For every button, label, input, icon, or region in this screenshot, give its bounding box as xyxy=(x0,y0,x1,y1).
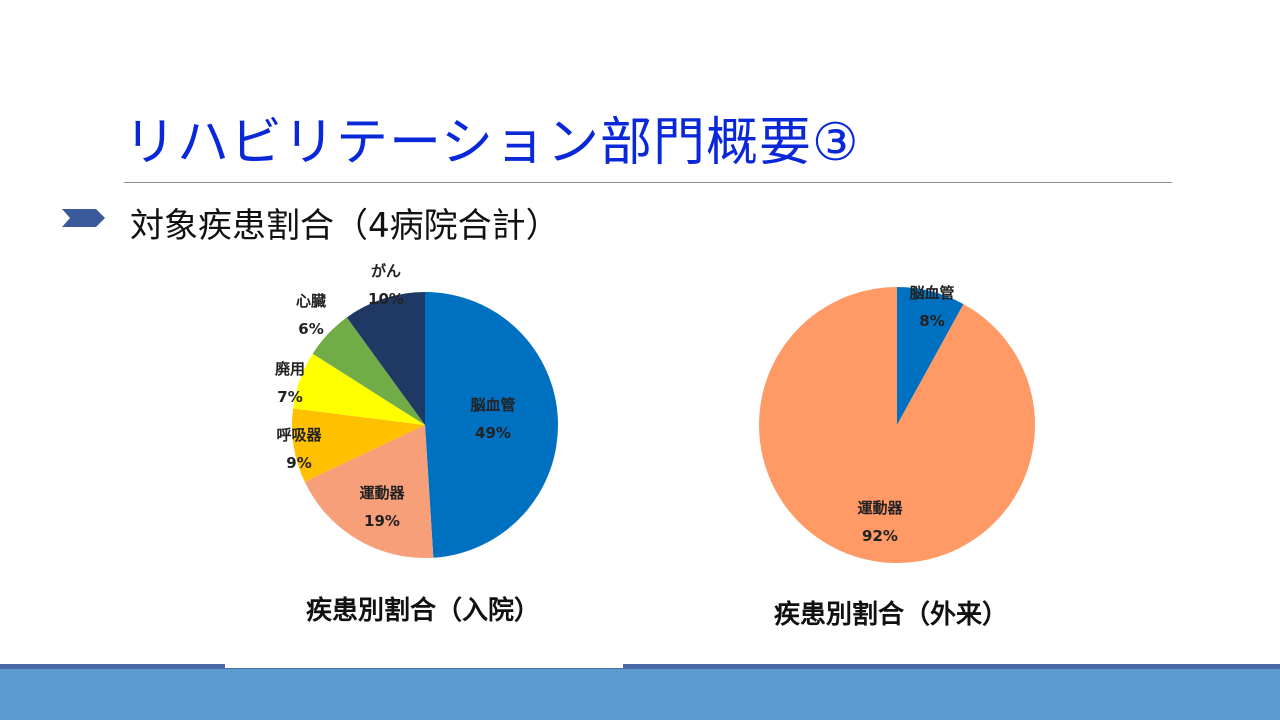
slice-label-value-0-2: 9% xyxy=(286,454,311,472)
slice-label-value-0-0: 49% xyxy=(475,424,511,442)
pie-slice-0-0 xyxy=(425,292,559,558)
slice-label-value-0-5: 10% xyxy=(368,290,404,308)
slice-label-name-0-4: 心臓 xyxy=(296,292,326,310)
slice-label-value-1-1: 92% xyxy=(862,527,898,545)
pie-slice-0-4 xyxy=(312,317,425,425)
slice-label-value-1-0: 8% xyxy=(919,312,944,330)
pie-slice-0-3 xyxy=(293,353,425,425)
slice-label-value-0-1: 19% xyxy=(364,512,400,530)
chart-caption-inpatient: 疾患別割合（入院） xyxy=(306,596,541,626)
footer-band xyxy=(0,669,1280,720)
chevron-right-icon xyxy=(62,209,105,227)
title-divider xyxy=(124,182,1172,183)
pie-slice-0-2 xyxy=(292,408,425,482)
pie-chart-outpatient: 脳血管 8% 運動器 92% xyxy=(759,284,1035,563)
slice-label-name-0-3: 廃用 xyxy=(275,360,305,378)
slice-label-name-0-0: 脳血管 xyxy=(470,396,515,414)
slide-title: リハビリテーション部門概要③ xyxy=(124,113,860,173)
pie-slice-1-0 xyxy=(897,287,964,425)
footer-line xyxy=(0,664,1280,669)
slice-label-name-1-0: 脳血管 xyxy=(909,284,954,302)
pie-slice-1-1 xyxy=(759,287,1035,563)
slice-label-value-0-3: 7% xyxy=(277,388,302,406)
footer-gap xyxy=(225,664,623,668)
slice-label-name-0-5: がん xyxy=(371,262,401,280)
bullet-text: 対象疾患割合（4病院合計） xyxy=(130,206,560,246)
chart-caption-outpatient: 疾患別割合（外来） xyxy=(774,600,1009,630)
pie-slice-0-5 xyxy=(346,292,425,425)
slice-label-value-0-4: 6% xyxy=(298,320,323,338)
slice-label-name-1-1: 運動器 xyxy=(857,499,903,517)
pie-chart-inpatient: 脳血管 49% 運動器 19% 呼吸器 9% 廃用 7% 心臓 6% がん 10% xyxy=(275,262,559,558)
slice-label-name-0-2: 呼吸器 xyxy=(276,426,322,444)
pie-slice-0-1 xyxy=(304,425,434,558)
slice-label-name-0-1: 運動器 xyxy=(359,484,405,502)
